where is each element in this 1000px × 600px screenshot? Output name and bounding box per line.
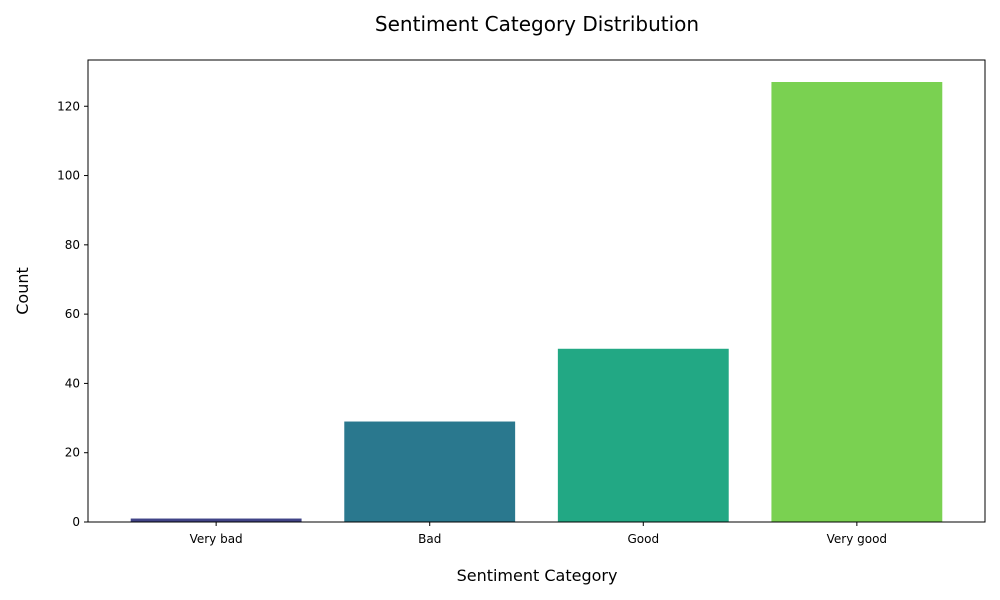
- x-axis-label: Sentiment Category: [457, 566, 618, 585]
- bars-group: [130, 82, 943, 522]
- x-tick-label-bad: Bad: [418, 532, 441, 546]
- bar-bad: [344, 421, 516, 522]
- chart-title: Sentiment Category Distribution: [375, 12, 699, 36]
- y-tick-label-40: 40: [65, 376, 80, 390]
- x-tick-label-good: Good: [627, 532, 659, 546]
- y-tick-label-60: 60: [65, 307, 80, 321]
- y-axis-label: Count: [13, 267, 32, 315]
- bar-very-bad: [130, 518, 302, 522]
- y-tick-label-0: 0: [72, 515, 80, 529]
- x-tick-label-very-good: Very good: [827, 532, 887, 546]
- x-axis: Very bad Bad Good Very good: [190, 522, 887, 546]
- y-tick-label-120: 120: [57, 99, 80, 113]
- bar-good: [557, 348, 729, 522]
- plot-frame: [87, 59, 986, 523]
- x-tick-label-very-bad: Very bad: [190, 532, 243, 546]
- y-axis: 0 20 40 60 80 100 120: [57, 99, 88, 529]
- y-tick-label-20: 20: [65, 446, 80, 460]
- y-tick-label-100: 100: [57, 169, 80, 183]
- bar-very-good: [771, 82, 943, 522]
- y-tick-label-80: 80: [65, 238, 80, 252]
